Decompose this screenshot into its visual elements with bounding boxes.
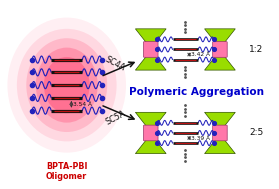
Text: Polymeric Aggregation: Polymeric Aggregation <box>129 87 264 97</box>
Polygon shape <box>135 29 166 70</box>
Ellipse shape <box>44 57 90 113</box>
Text: 3.54 Å: 3.54 Å <box>73 102 92 107</box>
Text: SC4A: SC4A <box>104 55 127 73</box>
FancyBboxPatch shape <box>213 125 227 141</box>
Ellipse shape <box>17 29 117 141</box>
Text: BPTA-PBI
Oligomer: BPTA-PBI Oligomer <box>46 162 88 181</box>
FancyBboxPatch shape <box>143 42 158 57</box>
Polygon shape <box>205 112 235 154</box>
Text: 3.39 Å: 3.39 Å <box>191 136 210 141</box>
Text: 2:5: 2:5 <box>249 129 264 137</box>
Text: 3.42 Å: 3.42 Å <box>191 52 210 57</box>
Ellipse shape <box>8 18 126 153</box>
Text: SC5A: SC5A <box>104 108 127 126</box>
Polygon shape <box>205 29 235 70</box>
Ellipse shape <box>36 48 98 123</box>
Polygon shape <box>135 112 166 154</box>
FancyBboxPatch shape <box>213 42 227 57</box>
FancyBboxPatch shape <box>143 125 158 141</box>
Ellipse shape <box>26 38 107 132</box>
Text: 1:2: 1:2 <box>249 45 264 54</box>
